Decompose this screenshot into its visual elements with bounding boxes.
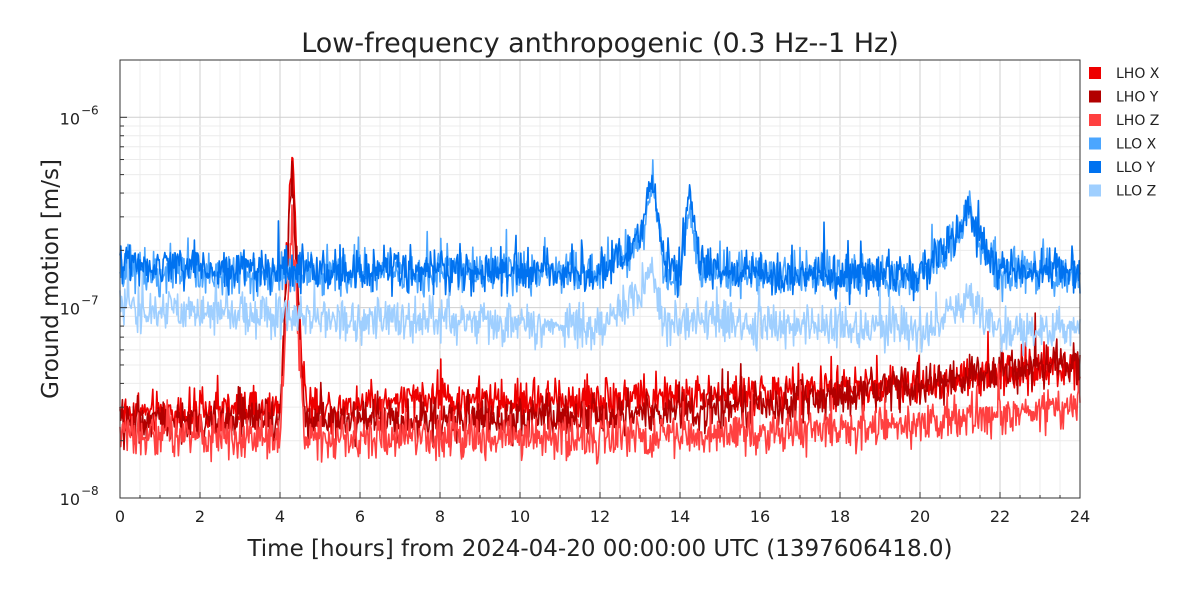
- x-tick-label: 14: [670, 507, 690, 526]
- y-axis-label: Ground motion [m/s]: [38, 159, 64, 399]
- x-tick-label: 18: [830, 507, 850, 526]
- y-tick-exponent: −8: [81, 484, 99, 498]
- x-tick-label: 2: [195, 507, 205, 526]
- legend-swatch: [1089, 137, 1101, 150]
- legend-swatch: [1089, 90, 1101, 103]
- x-tick-label: 22: [990, 507, 1010, 526]
- x-tick-label: 12: [590, 507, 610, 526]
- y-tick-label: 10: [60, 109, 80, 128]
- x-tick-label: 4: [275, 507, 285, 526]
- legend-swatch: [1089, 67, 1101, 79]
- legend-swatch: [1089, 161, 1101, 173]
- x-tick-label: 10: [510, 507, 530, 526]
- legend-swatch: [1089, 114, 1101, 126]
- legend-label: LHO Y: [1116, 90, 1159, 106]
- legend: LHO X LHO Y LHO Z LLO X LLO Y LLO Z: [1089, 66, 1160, 200]
- legend-label: LLO Y: [1116, 160, 1156, 176]
- series-line-lho-z: [119, 204, 1081, 465]
- x-axis-label: Time [hours] from 2024-04-20 00:00:00 UT…: [246, 536, 952, 562]
- y-tick-label: 10: [60, 490, 80, 509]
- series-lines: [119, 156, 1081, 465]
- x-tick-label: 16: [750, 507, 770, 526]
- y-tick-exponent: −6: [81, 103, 99, 117]
- series-line-llo-y: [119, 174, 1081, 306]
- legend-label: LHO Z: [1116, 113, 1159, 129]
- legend-label: LHO X: [1116, 66, 1160, 82]
- plot-area: [119, 59, 1081, 499]
- x-tick-label: 8: [435, 507, 445, 526]
- x-axis-ticks: 0 2 4 6 8 10 12 14 16 18 20 22 24: [115, 492, 1090, 526]
- legend-label: LLO X: [1116, 137, 1157, 153]
- series-line-lho-y: [119, 160, 1081, 451]
- y-tick-exponent: −7: [81, 294, 99, 308]
- y-tick-label: 10: [60, 300, 80, 319]
- x-tick-label: 24: [1070, 507, 1090, 526]
- chart-title: Low-frequency anthropogenic (0.3 Hz--1 H…: [301, 28, 899, 59]
- x-tick-label: 0: [115, 507, 125, 526]
- x-tick-label: 6: [355, 507, 365, 526]
- x-tick-label: 20: [910, 507, 930, 526]
- y-axis-ticks: 10−810−710−6: [60, 59, 127, 509]
- legend-swatch: [1089, 184, 1101, 197]
- series-line-llo-z: [119, 256, 1081, 357]
- legend-label: LLO Z: [1116, 184, 1156, 200]
